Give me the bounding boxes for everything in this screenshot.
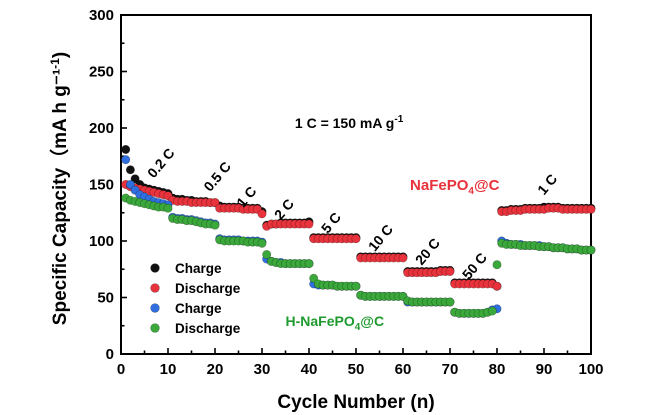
x-tick-label: 10 [160, 361, 177, 378]
data-points [121, 144, 596, 318]
x-axis-title: Cycle Number (n) [277, 392, 434, 413]
x-tick-label: 90 [536, 361, 553, 378]
y-tick-label: 250 [89, 64, 114, 81]
data-point [130, 174, 140, 184]
nafepo4-main: NaFePO [410, 177, 469, 194]
y-axis-title-superscript: -1 [48, 58, 62, 69]
nafepo4-tail: @C [474, 177, 500, 194]
data-point [262, 250, 272, 260]
rate-label: 10 C [365, 221, 396, 254]
legend-label: Discharge [175, 321, 241, 336]
x-tick-label: 20 [207, 361, 224, 378]
y-tick-label: 50 [97, 290, 114, 307]
data-point [398, 253, 408, 263]
plot-area: 0 10 20 30 40 50 60 70 80 90 100 0 50 100 150 200 250 300 [89, 7, 604, 378]
data-point [445, 267, 455, 277]
data-point [304, 259, 314, 269]
nafepo4-c-label: NaFePO4@C [410, 177, 500, 197]
axis-ticks: 0 10 20 30 40 50 60 70 80 90 100 0 50 100 150 200 250 300 [89, 7, 604, 378]
x-tick-label: 40 [301, 361, 318, 378]
legend-item: Charge [150, 261, 222, 276]
h-nafepo4-subscript: 4 [355, 322, 361, 333]
x-tick-label: 0 [117, 361, 125, 378]
legend-marker [150, 303, 160, 313]
data-point [492, 260, 502, 270]
data-point [492, 281, 502, 291]
y-tick-label: 0 [106, 346, 114, 363]
data-point [586, 245, 596, 255]
legend-item: Charge [150, 301, 222, 316]
data-point [351, 281, 361, 291]
data-point [257, 209, 267, 219]
data-point [309, 273, 319, 283]
data-point [257, 238, 267, 248]
data-point [210, 198, 220, 208]
y-axis-title-main: Specific Capacity（mA h g⁻¹ [48, 69, 71, 325]
y-tick-label: 200 [89, 120, 114, 137]
series-2-discharge [121, 180, 596, 291]
data-point [121, 155, 131, 165]
annotation-main: 1 C = 150 mA g [295, 115, 394, 131]
rate-label: 2 C [271, 196, 297, 223]
x-tick-label: 60 [395, 361, 412, 378]
annotation-superscript: -1 [394, 114, 403, 125]
data-point [163, 203, 173, 213]
rate-label: 0.5 C [200, 158, 234, 194]
x-tick-label: 100 [578, 361, 603, 378]
legend-marker [150, 283, 160, 293]
legend-label: Charge [175, 261, 222, 276]
series-4-discharge [121, 193, 596, 318]
current-density-annotation: 1 C = 150 mA g-1 [295, 114, 404, 131]
legend-label: Charge [175, 301, 222, 316]
x-tick-label: 70 [442, 361, 459, 378]
data-point [586, 204, 596, 214]
y-tick-label: 150 [89, 177, 114, 194]
y-axis-title-close: ) [50, 52, 71, 58]
x-tick-label: 30 [254, 361, 271, 378]
h-nafepo4-main: H-NaFePO [286, 313, 355, 329]
legend-label: Discharge [175, 281, 241, 296]
legend-marker [150, 263, 160, 273]
legend: Charge Discharge Charge Discharge [150, 261, 241, 336]
data-point [304, 219, 314, 229]
rate-label: 50 C [459, 250, 490, 283]
data-point [121, 144, 131, 154]
legend-marker [150, 323, 160, 333]
x-tick-label: 80 [489, 361, 506, 378]
y-axis-title: Specific Capacity（mA h g⁻¹-1) [48, 52, 71, 325]
nafepo4-subscript: 4 [468, 186, 474, 197]
h-nafepo4-tail: @C [360, 313, 384, 329]
data-point [487, 306, 497, 316]
data-point [125, 165, 135, 175]
x-tick-label: 50 [348, 361, 365, 378]
y-tick-label: 300 [89, 7, 114, 24]
rate-label: 20 C [412, 235, 443, 268]
rate-label: 1 C [534, 171, 560, 198]
y-tick-label: 100 [89, 233, 114, 250]
rate-label: 5 C [318, 209, 344, 236]
data-point [445, 297, 455, 307]
h-nafepo4-c-label: H-NaFePO4@C [286, 313, 385, 333]
legend-item: Discharge [150, 321, 241, 336]
data-point [210, 220, 220, 230]
data-point [125, 180, 135, 190]
data-point [351, 234, 361, 244]
rate-label: 0.2 C [144, 145, 178, 181]
legend-item: Discharge [150, 281, 241, 296]
